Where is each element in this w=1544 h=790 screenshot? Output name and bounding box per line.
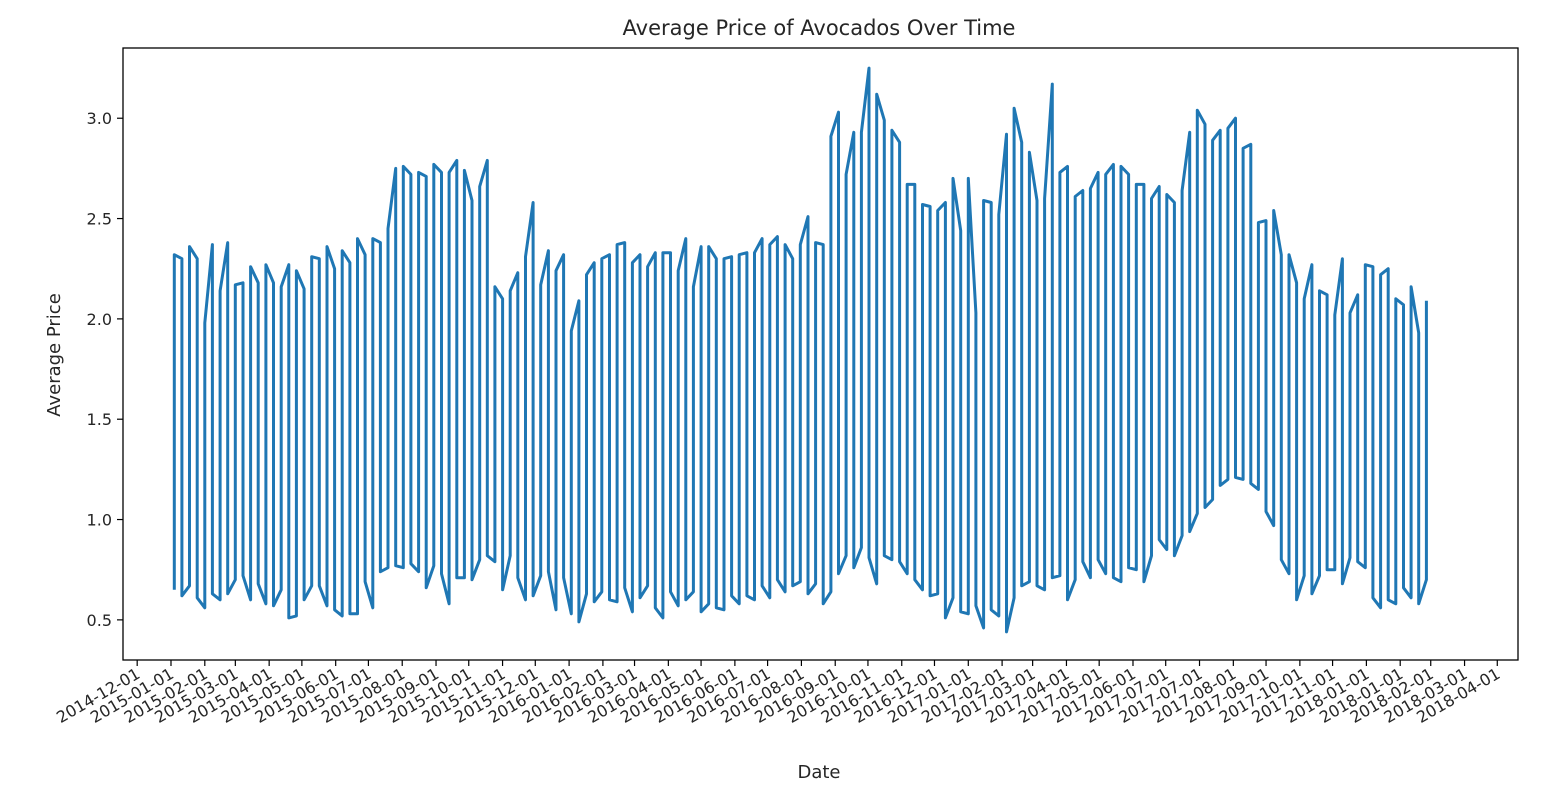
axes-frame [122,47,1519,661]
x-axis: 2014-12-012015-01-012015-02-012015-03-01… [53,660,1503,727]
y-tick-label: 1.0 [87,511,112,530]
chart-title: Average Price of Avocados Over Time [623,16,1016,40]
y-tick-label: 2.5 [87,210,112,229]
y-axis: 0.5 1.0 1.5 2.0 2.5 3.0 [87,109,123,630]
y-tick-label: 1.5 [87,410,112,429]
y-tick-label: 0.5 [87,611,112,630]
price-series-line [172,66,1428,634]
y-tick-label: 3.0 [87,109,112,128]
plot-area [172,66,1428,634]
x-axis-label: Date [797,762,840,783]
y-axis-label: Average Price [44,293,65,417]
y-tick-label: 2.0 [87,310,112,329]
